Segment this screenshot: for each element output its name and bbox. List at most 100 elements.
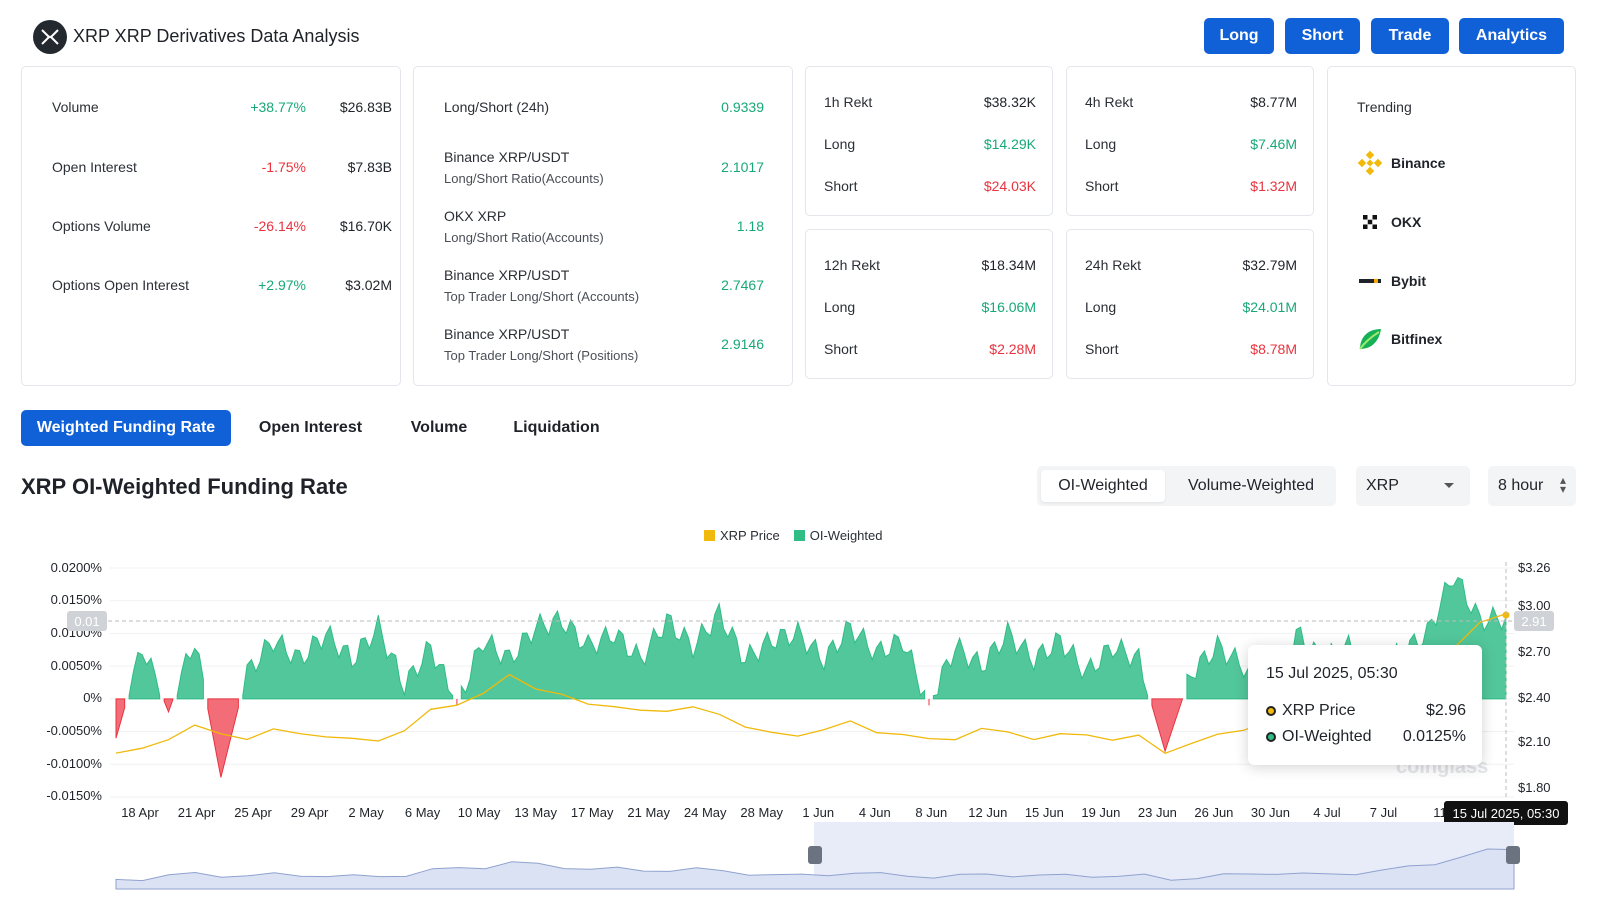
coin-select[interactable]: XRP xyxy=(1356,466,1470,506)
x-tick-label: 2 May xyxy=(348,805,384,820)
summary-value: $3.02M xyxy=(345,277,392,293)
price-dot-icon xyxy=(1266,706,1276,716)
y-right-tick: $1.80 xyxy=(1518,780,1551,795)
x-tick-label: 30 Jun xyxy=(1250,805,1290,820)
summary-change: +2.97% xyxy=(258,277,306,293)
volume-weighted-option[interactable]: Volume-Weighted xyxy=(1188,477,1314,494)
analytics-button[interactable]: Analytics xyxy=(1459,18,1564,54)
tab-weighted-funding-rate[interactable]: Weighted Funding Rate xyxy=(21,410,231,446)
x-tick-label: 28 May xyxy=(740,805,784,820)
y-right-tick: $2.10 xyxy=(1518,734,1551,749)
summary-value: $7.83B xyxy=(347,159,392,175)
rekt-short-label: Short xyxy=(824,178,858,194)
tab-open-interest[interactable]: Open Interest xyxy=(243,410,378,446)
rekt-long-value: $16.06M xyxy=(981,299,1036,315)
rekt-total: $18.34M xyxy=(981,257,1036,273)
trending-item-okx[interactable]: OKX xyxy=(1357,209,1421,235)
y-left-tick: -0.0100% xyxy=(46,756,102,771)
funding-negative-area xyxy=(207,698,239,778)
long-button[interactable]: Long xyxy=(1204,18,1274,54)
short-button[interactable]: Short xyxy=(1285,18,1360,54)
x-tick-label: 19 Jun xyxy=(1081,805,1121,820)
trending-card: Trending Binance OKX Bybit Bitfinex xyxy=(1327,66,1576,386)
funding-positive-area xyxy=(460,602,926,700)
ratio-value: 0.9339 xyxy=(721,99,764,115)
trending-label: Bybit xyxy=(1391,273,1426,289)
ratio-label: Long/Short (24h) xyxy=(444,99,550,115)
trending-label: Bitfinex xyxy=(1391,331,1443,347)
x-tick-label: 15 Jun xyxy=(1024,805,1064,820)
crosshair-x-label: 15 Jul 2025, 05:30 xyxy=(1444,801,1568,825)
x-tick-label: 25 Apr xyxy=(234,805,272,820)
rekt-short-value: $8.78M xyxy=(1250,341,1297,357)
tooltip-price-row: XRP Price xyxy=(1266,702,1356,720)
x-tick-label: 29 Apr xyxy=(290,805,329,820)
navigator-series xyxy=(115,848,1515,890)
summary-change: +38.77% xyxy=(250,99,306,115)
trending-item-binance[interactable]: Binance xyxy=(1357,150,1445,176)
trending-item-bybit[interactable]: Bybit xyxy=(1357,268,1426,294)
rekt-total: $32.79M xyxy=(1242,257,1297,273)
rekt-short-value: $1.32M xyxy=(1250,178,1297,194)
x-tick-label: 7 Jul xyxy=(1369,805,1398,820)
x-tick-label: 24 May xyxy=(683,805,727,820)
funding-negative-area xyxy=(115,698,126,739)
page-title: XRP XRP Derivatives Data Analysis xyxy=(73,26,360,46)
funding-negative-area xyxy=(163,698,174,714)
tooltip-funding-row: OI-Weighted xyxy=(1266,728,1372,746)
x-tick-label: 4 Jul xyxy=(1313,805,1341,820)
ratio-sublabel: Long/Short Ratio(Accounts) xyxy=(444,171,604,186)
page-header: XRP XRP Derivatives Data Analysis Long S… xyxy=(0,0,1600,66)
tab-volume[interactable]: Volume xyxy=(392,410,486,446)
summary-change: -1.75% xyxy=(261,159,306,175)
summary-label: Open Interest xyxy=(52,159,137,175)
weighting-toggle: OI-Weighted Volume-Weighted xyxy=(1037,466,1336,506)
rekt-long-label: Long xyxy=(1085,136,1117,152)
rekt-long-label: Long xyxy=(824,299,856,315)
crosshair-right-value: 2.91 xyxy=(1514,611,1554,631)
rekt-title: 24h Rekt xyxy=(1085,257,1142,273)
rekt-total: $8.77M xyxy=(1250,94,1297,110)
tooltip-funding-value: 0.0125% xyxy=(1402,728,1466,745)
chart-section-title: XRP OI-Weighted Funding Rate xyxy=(21,474,348,499)
rekt-short-value: $2.28M xyxy=(989,341,1036,357)
rekt-card-12h: 12h Rekt $18.34M Long $16.06M Short $2.2… xyxy=(805,229,1053,379)
trending-item-bitfinex[interactable]: Bitfinex xyxy=(1357,326,1442,352)
legend-item-price[interactable]: XRP Price xyxy=(704,528,780,543)
x-tick-label: 18 Apr xyxy=(121,805,159,820)
x-tick-label: 23 Jun xyxy=(1137,805,1177,820)
y-left-tick: 0.0050% xyxy=(50,658,102,673)
y-right-tick: $2.70 xyxy=(1518,644,1551,659)
interval-select[interactable]: 8 hour ▴ ▾ xyxy=(1488,466,1576,506)
tooltip-price-value: $2.96 xyxy=(1425,702,1466,719)
ratio-sublabel: Top Trader Long/Short (Positions) xyxy=(444,348,639,363)
ratio-value: 2.9146 xyxy=(721,336,764,352)
long-short-card: Long/Short (24h) 0.9339 Binance XRP/USDT… xyxy=(413,66,793,386)
bybit-icon xyxy=(1359,279,1381,283)
updown-icon: ▴ ▾ xyxy=(1559,473,1566,496)
ratio-value: 2.1017 xyxy=(721,159,764,175)
tab-liquidation[interactable]: Liquidation xyxy=(500,410,613,446)
range-navigator[interactable] xyxy=(0,822,1600,899)
rekt-short-value: $24.03K xyxy=(983,178,1036,194)
y-right-tick: $3.26 xyxy=(1518,560,1551,575)
x-tick-label: 17 May xyxy=(570,805,614,820)
tooltip-price-label: XRP Price xyxy=(1282,702,1356,719)
interval-select-value: 8 hour xyxy=(1498,477,1544,494)
x-tick-label: 13 May xyxy=(514,805,557,820)
navigator-left-handle xyxy=(808,846,822,864)
oi-weighted-option[interactable]: OI-Weighted xyxy=(1041,470,1165,502)
y-left-tick: 0.0150% xyxy=(50,592,102,607)
rekt-long-label: Long xyxy=(1085,299,1117,315)
rekt-card-24h: 24h Rekt $32.79M Long $24.01M Short $8.7… xyxy=(1066,229,1314,379)
rekt-short-label: Short xyxy=(1085,341,1119,357)
y-left-tick: 0.0200% xyxy=(50,560,102,575)
trade-button[interactable]: Trade xyxy=(1371,18,1449,54)
ratio-label: Binance XRP/USDT xyxy=(444,267,570,283)
rekt-long-label: Long xyxy=(824,136,856,152)
legend-item-funding[interactable]: OI-Weighted xyxy=(793,528,882,543)
x-tick-label: 4 Jun xyxy=(858,805,891,820)
price-hover-point xyxy=(1502,611,1510,619)
x-tick-label: 12 Jun xyxy=(968,805,1008,820)
x-tick-label: 11 xyxy=(1433,805,1447,820)
